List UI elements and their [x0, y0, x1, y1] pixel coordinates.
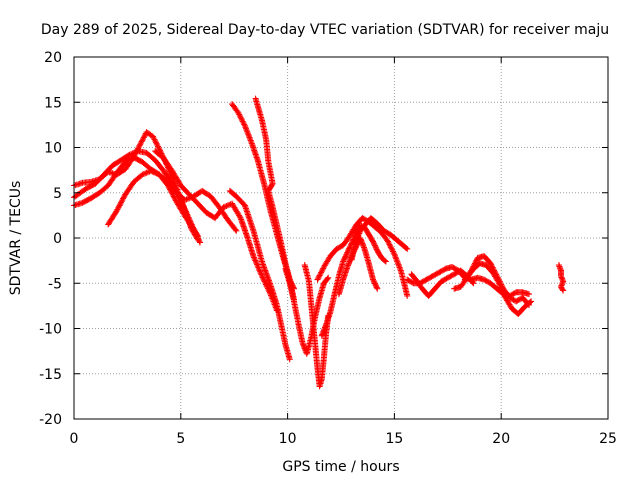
- series-sat-P: [404, 264, 532, 299]
- series-markers: [226, 187, 293, 363]
- x-tick-label: 5: [176, 431, 185, 447]
- x-tick-label: 0: [70, 431, 79, 447]
- y-tick-label: 5: [53, 186, 62, 202]
- series-markers: [404, 264, 532, 299]
- series-sat-R: [461, 253, 532, 308]
- series-markers: [152, 148, 280, 314]
- x-tick-label: 20: [492, 431, 510, 447]
- y-tick-label: 15: [44, 95, 62, 111]
- y-axis-title: SDTVAR / TECUs: [8, 181, 24, 296]
- series-sat-C: [71, 154, 240, 234]
- series-sat-D: [105, 168, 201, 240]
- data-points: [71, 95, 567, 390]
- x-tick-label: 10: [279, 431, 297, 447]
- y-tick-label: 10: [44, 141, 62, 157]
- series-sat-J: [301, 262, 332, 390]
- y-tick-label: -5: [48, 276, 62, 292]
- series-sat-K: [318, 222, 389, 339]
- series-markers: [105, 168, 201, 240]
- y-tick-label: -15: [39, 367, 62, 383]
- series-sat-L: [314, 215, 411, 299]
- y-tick-label: 20: [44, 50, 62, 66]
- y-tick-label: -20: [39, 412, 62, 428]
- series-markers: [335, 235, 381, 298]
- series-markers: [314, 215, 411, 299]
- axis-ticks: 0 5 10 15 20 25 -20 -15 -10 -5 0 5 10 15 20: [39, 50, 617, 447]
- series-sat-F: [226, 187, 293, 363]
- series-markers: [301, 262, 332, 390]
- series-markers: [555, 262, 567, 294]
- series-sat-S: [555, 262, 567, 294]
- y-tick-label: 0: [53, 231, 62, 247]
- grid-lines: [74, 57, 608, 419]
- series-sat-N: [335, 235, 381, 298]
- series-markers: [461, 253, 532, 308]
- series-markers: [318, 222, 389, 339]
- x-axis-title: GPS time / hours: [282, 459, 399, 475]
- x-tick-label: 15: [385, 431, 403, 447]
- x-tick-label: 25: [599, 431, 617, 447]
- y-tick-label: -10: [39, 322, 62, 338]
- chart-title: Day 289 of 2025, Sidereal Day-to-day VTE…: [41, 22, 609, 38]
- series-markers: [71, 154, 240, 234]
- series-sat-E: [152, 148, 280, 314]
